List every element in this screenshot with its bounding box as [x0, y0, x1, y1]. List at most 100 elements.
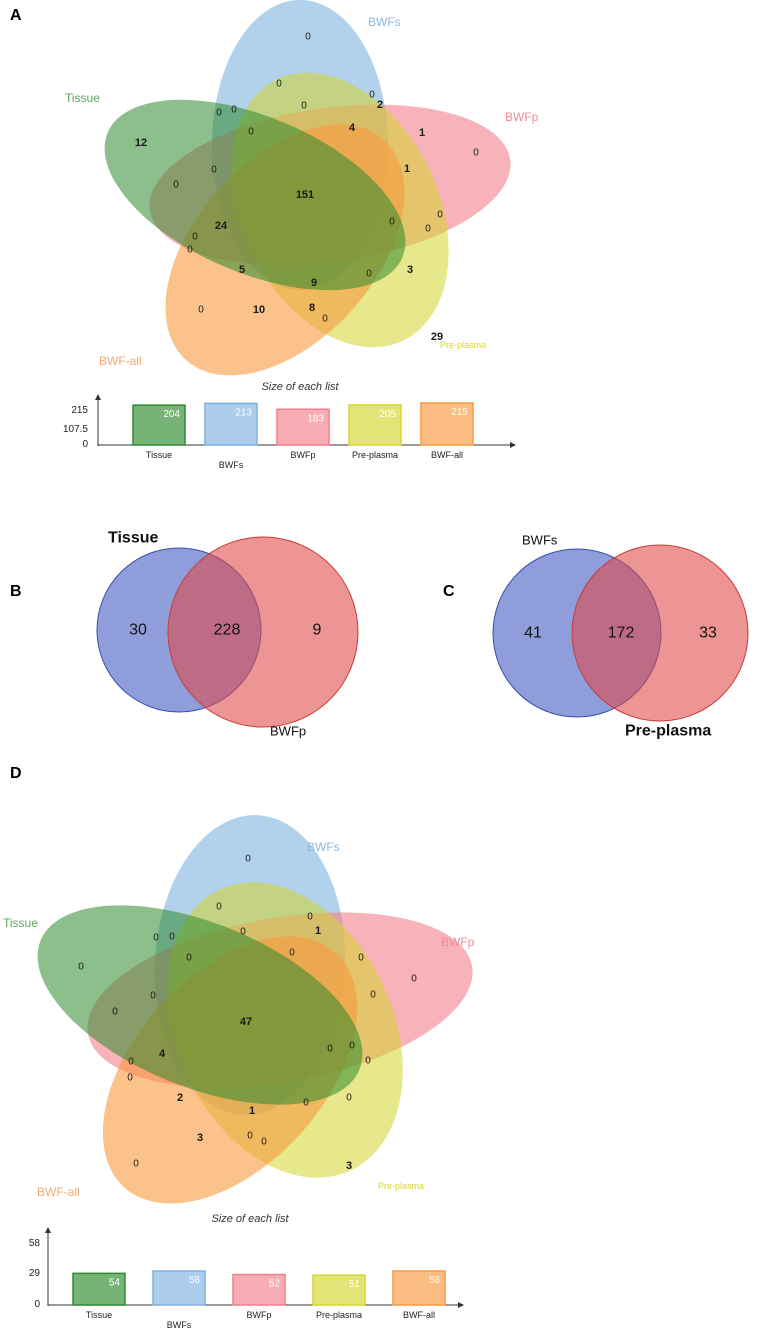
venn-a-region: 24 — [215, 220, 228, 232]
venn-a-region: 4 — [349, 122, 356, 134]
venn-a-region: 5 — [239, 264, 245, 276]
chart-d-title: Size of each list — [211, 1213, 289, 1225]
venn-a-ellipses — [104, 0, 511, 376]
venn-a-region: 2 — [377, 99, 383, 111]
venn-b: Tissue BWFp 30 228 9 — [96, 530, 359, 739]
bar-value-label: 58 — [189, 1275, 201, 1286]
venn-a-region: 9 — [311, 277, 317, 289]
bar-bwf-all — [392, 1270, 446, 1306]
venn-d-region: 2 — [177, 1092, 183, 1104]
venn-d-label-bwf-all: BWF-all — [37, 1185, 80, 1199]
bar-value-label: 213 — [235, 407, 252, 418]
chart-a-ytick: 107.5 — [63, 424, 88, 435]
venn-a-region: 0 — [366, 269, 372, 280]
venn-a-region: 0 — [473, 148, 479, 159]
category-label: Pre-plasma — [316, 1310, 362, 1320]
venn-d-region: 0 — [247, 1131, 253, 1142]
venn-d-region: 0 — [261, 1137, 267, 1148]
panel-letter-d: D — [10, 765, 22, 782]
bar-value-label: 183 — [307, 413, 324, 424]
venn-a-region: 0 — [173, 180, 179, 191]
venn-a-region: 0 — [231, 105, 237, 116]
chart-d-ytick: 58 — [29, 1238, 41, 1249]
venn-d-label-bwfp: BWFp — [441, 935, 475, 949]
venn-b-label-left: Tissue — [108, 530, 159, 547]
venn-d-region: 1 — [249, 1105, 255, 1117]
venn-d-region: 3 — [197, 1132, 203, 1144]
bar-value-label: 215 — [451, 407, 468, 418]
venn-a-label-preplasma: Pre-plasma — [440, 340, 486, 350]
chart-a-x-arrow — [510, 442, 516, 448]
venn-a-region-counts: 0 0 0 2 12 0 0 0 4 1 0 0 0 1 151 0 24 0 … — [135, 32, 479, 344]
bar-value-label: 58 — [429, 1275, 441, 1286]
chart-d-y-arrow — [45, 1227, 51, 1233]
venn-d-region: 47 — [240, 1016, 252, 1028]
venn-d-ellipses — [37, 815, 473, 1204]
venn-d-region: 1 — [315, 925, 321, 937]
venn-a-set-labels: Tissue BWFs BWFp Pre-plasma BWF-all — [65, 15, 539, 368]
bar-value-label: 205 — [379, 409, 396, 420]
chart-a-y-arrow — [95, 394, 101, 400]
venn-b-count-both: 228 — [214, 622, 241, 639]
venn-a-region: 0 — [305, 32, 311, 43]
chart-a-title: Size of each list — [261, 381, 339, 393]
category-label: BWFp — [246, 1310, 271, 1320]
venn-d-region: 0 — [112, 1007, 118, 1018]
bar-bwfs — [204, 402, 258, 446]
venn-c-count-both: 172 — [608, 625, 635, 642]
venn-d-region: 0 — [370, 990, 376, 1001]
bar-pre-plasma — [348, 404, 402, 446]
venn-d-region-counts: 0 0 0 1 0 0 0 0 0 0 0 0 0 0 0 47 0 4 0 0… — [78, 854, 417, 1173]
venn-a-region: 0 — [198, 305, 204, 316]
chart-a-labels: 204 Tissue 213 BWFs 183 BWFp 205 Pre-plasma 215 B… — [146, 407, 469, 470]
venn-c-label-left: BWFs — [522, 533, 558, 548]
bar-bwfp — [232, 1273, 286, 1306]
bar-value-label: 51 — [349, 1279, 361, 1290]
category-label: Tissue — [146, 450, 172, 460]
venn-a-region: 0 — [389, 217, 395, 228]
chart-d: Size of each list 58 29 0 54 Tissue 58 BWFs… — [29, 1213, 464, 1330]
venn-d-label-tissue: Tissue — [3, 916, 38, 930]
venn-d-label-bwfs: BWFs — [307, 840, 340, 854]
venn-a-region: 0 — [369, 90, 375, 101]
category-label: BWFs — [167, 1320, 192, 1330]
venn-a-region: 0 — [192, 232, 198, 243]
venn-a-region: 1 — [404, 163, 410, 175]
venn-a-label-bwfp: BWFp — [505, 110, 539, 124]
chart-d-ytick: 0 — [34, 1299, 40, 1310]
venn-a-region: 12 — [135, 137, 147, 149]
chart-a-bars — [132, 402, 474, 446]
venn-d-region: 0 — [346, 1093, 352, 1104]
venn-b-count-left: 30 — [129, 622, 147, 639]
venn-a-region: 0 — [322, 314, 328, 325]
bar-bwfs — [152, 1270, 206, 1306]
chart-d-ytick: 29 — [29, 1268, 41, 1279]
venn-d-region: 0 — [289, 948, 295, 959]
venn-d-region: 0 — [216, 902, 222, 913]
venn-d-region: 0 — [240, 927, 246, 938]
venn-d-region: 0 — [327, 1044, 333, 1055]
category-label: BWFs — [219, 460, 244, 470]
venn-c-circle-preplasma — [571, 544, 749, 722]
bar-bwf-all — [420, 402, 474, 446]
category-label: BWFp — [290, 450, 315, 460]
category-label: BWF-all — [431, 450, 463, 460]
venn-d-region: 0 — [303, 1098, 309, 1109]
bar-pre-plasma — [312, 1274, 366, 1306]
venn-c-label-right: Pre-plasma — [625, 723, 711, 740]
bar-value-label: 54 — [109, 1277, 121, 1288]
venn-a-region: 8 — [309, 302, 315, 314]
venn-d-region: 0 — [150, 991, 156, 1002]
bar-bwfp — [276, 408, 330, 446]
category-label: Tissue — [86, 1310, 112, 1320]
venn-a-label-tissue: Tissue — [65, 91, 100, 105]
chart-d-labels: 54 Tissue 58 BWFs 52 BWFp 51 Pre-plasma 58 BWF-al… — [86, 1275, 441, 1330]
bar-tissue — [72, 1272, 126, 1306]
venn-a-region: 151 — [296, 189, 314, 201]
venn-d-region: 3 — [346, 1160, 352, 1172]
venn-a-region: 10 — [253, 304, 265, 316]
venn-a-region: 0 — [437, 210, 443, 221]
venn-d-region: 0 — [128, 1057, 134, 1068]
venn-a-ellipse-tissue — [104, 99, 406, 291]
